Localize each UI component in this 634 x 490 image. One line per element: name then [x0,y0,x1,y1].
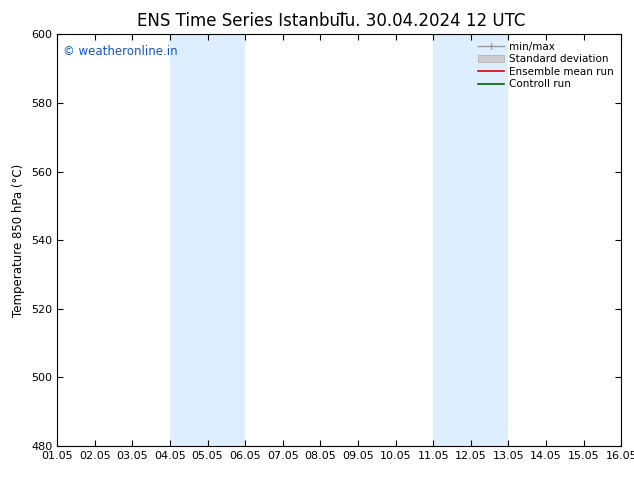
Text: Tu. 30.04.2024 12 UTC: Tu. 30.04.2024 12 UTC [337,12,526,30]
Bar [433,34,508,446]
Bar [170,34,245,446]
Y-axis label: Temperature 850 hPa (°C): Temperature 850 hPa (°C) [13,164,25,317]
Legend: min/max, Standard deviation, Ensemble mean run, Controll run: min/max, Standard deviation, Ensemble me… [476,40,616,92]
Text: ENS Time Series Istanbul: ENS Time Series Istanbul [137,12,345,30]
Text: © weatheronline.in: © weatheronline.in [63,45,178,58]
